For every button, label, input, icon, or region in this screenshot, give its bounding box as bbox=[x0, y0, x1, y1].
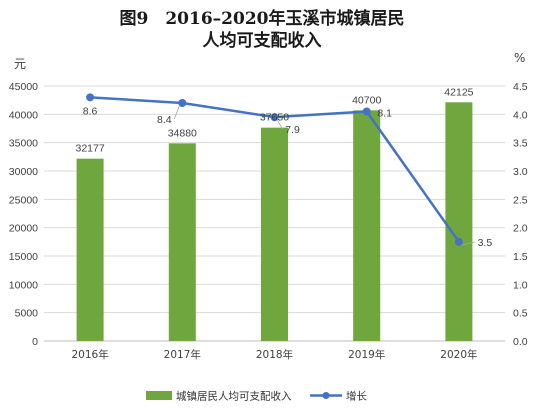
right-tick-label: 4.5 bbox=[513, 81, 528, 93]
left-tick-label: 35000 bbox=[9, 138, 38, 150]
bar bbox=[353, 110, 381, 341]
left-tick-label: 5000 bbox=[15, 308, 39, 320]
right-tick-label: 2.5 bbox=[513, 194, 528, 206]
category-axis: 2016年 2017年 2018年 2019年 2020年 bbox=[71, 348, 477, 361]
bar-series bbox=[76, 102, 473, 342]
right-axis-unit: % bbox=[514, 51, 525, 65]
bar-value-label: 32177 bbox=[75, 143, 104, 155]
category-tick-label: 2017年 bbox=[164, 348, 201, 361]
right-tick-label: 0.5 bbox=[513, 308, 528, 320]
left-tick-label: 20000 bbox=[9, 223, 38, 235]
growth-value-label: 8.4 bbox=[157, 114, 172, 126]
label-leader-line bbox=[277, 119, 283, 130]
chart-title-line2: 人均可支配收入 bbox=[203, 30, 322, 51]
bar-value-label: 42125 bbox=[444, 86, 473, 98]
bar-value-label: 34880 bbox=[168, 127, 197, 139]
category-tick-label: 2019年 bbox=[348, 348, 385, 361]
left-tick-label: 40000 bbox=[9, 109, 38, 121]
bar bbox=[76, 158, 104, 341]
label-leader-line bbox=[461, 241, 475, 246]
right-tick-label: 1.0 bbox=[513, 279, 528, 291]
right-tick-label: 2.0 bbox=[513, 223, 528, 235]
left-tick-label: 25000 bbox=[9, 194, 38, 206]
legend-swatch-bar bbox=[146, 391, 172, 400]
growth-value-label: 8.6 bbox=[83, 105, 98, 117]
legend-swatch-marker bbox=[322, 392, 330, 399]
growth-point bbox=[362, 107, 371, 116]
growth-point bbox=[86, 93, 95, 102]
right-tick-label: 0.0 bbox=[513, 336, 528, 348]
chart-title-line1: 图9 2016–2020年玉溪市城镇居民 bbox=[120, 8, 405, 29]
bar-value-label: 40700 bbox=[352, 94, 381, 106]
bar bbox=[261, 127, 288, 342]
right-tick-label: 1.5 bbox=[513, 251, 528, 263]
right-tick-label: 3.0 bbox=[513, 166, 528, 178]
category-tick-label: 2018年 bbox=[256, 348, 293, 361]
growth-point bbox=[178, 99, 187, 107]
category-tick-label: 2020年 bbox=[440, 348, 477, 361]
growth-value-label: 7.9 bbox=[285, 124, 300, 136]
right-axis-ticks: 0.0 0.5 1.0 1.5 2.0 2.5 3.0 3.5 4.0 4.5 bbox=[513, 81, 528, 348]
growth-value-label: 8.1 bbox=[377, 108, 392, 120]
legend: 城镇居民人均可支配收入 增长 bbox=[146, 390, 367, 403]
right-tick-label: 4.0 bbox=[513, 109, 528, 121]
growth-point bbox=[454, 237, 463, 246]
growth-value-label: 3.5 bbox=[478, 237, 493, 249]
legend-label-bar: 城镇居民人均可支配收入 bbox=[176, 390, 292, 403]
data-labels: 32177 34880 37650 40700 42125 8.6 8.4 7.9 8.1 3.5 bbox=[75, 86, 492, 249]
left-axis-unit: 元 bbox=[14, 57, 26, 71]
right-tick-label: 3.5 bbox=[513, 138, 528, 150]
left-tick-label: 30000 bbox=[9, 166, 38, 178]
left-tick-label: 15000 bbox=[9, 251, 38, 263]
left-tick-label: 0 bbox=[32, 336, 38, 348]
left-tick-label: 10000 bbox=[9, 279, 38, 291]
bar bbox=[168, 143, 196, 341]
left-tick-label: 45000 bbox=[9, 81, 38, 93]
label-leader-line bbox=[173, 105, 180, 120]
growth-point bbox=[270, 113, 279, 122]
category-tick-label: 2016年 bbox=[71, 348, 108, 361]
legend-label-line: 增长 bbox=[346, 390, 367, 403]
bar bbox=[445, 102, 473, 342]
left-axis-ticks: 0 5000 10000 15000 20000 25000 30000 35000 40000… bbox=[9, 81, 38, 348]
bar-value-label: 37650 bbox=[260, 112, 289, 124]
line-series bbox=[86, 93, 463, 246]
